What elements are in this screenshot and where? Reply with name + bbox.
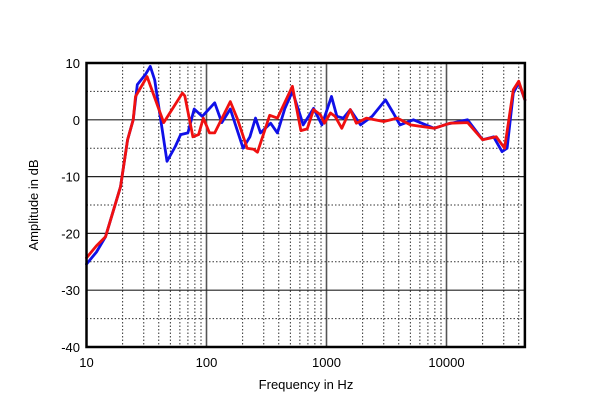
x-tick-label: 10 [79, 355, 93, 370]
x-axis-label: Frequency in Hz [259, 377, 354, 392]
x-tick-label: 10000 [428, 355, 464, 370]
response-curve-1 [85, 65, 527, 266]
curves [85, 65, 527, 266]
y-tick-labels: 10 0 -10 -20 -30 -40 [61, 56, 80, 355]
x-tick-labels: 10 100 1000 10000 [79, 355, 464, 370]
x-tick-label: 100 [196, 355, 218, 370]
y-tick-label: 0 [73, 113, 80, 128]
y-tick-label: -20 [61, 226, 80, 241]
grid [86, 63, 525, 347]
y-tick-label: 10 [66, 56, 80, 71]
y-tick-label: -40 [61, 340, 80, 355]
plot-frame [85, 61, 527, 349]
response-curve-2 [85, 75, 527, 260]
y-tick-label: -30 [61, 283, 80, 298]
y-axis-label: Amplitude in dB [26, 159, 41, 250]
y-tick-label: -10 [61, 170, 80, 185]
x-tick-label: 1000 [312, 355, 341, 370]
